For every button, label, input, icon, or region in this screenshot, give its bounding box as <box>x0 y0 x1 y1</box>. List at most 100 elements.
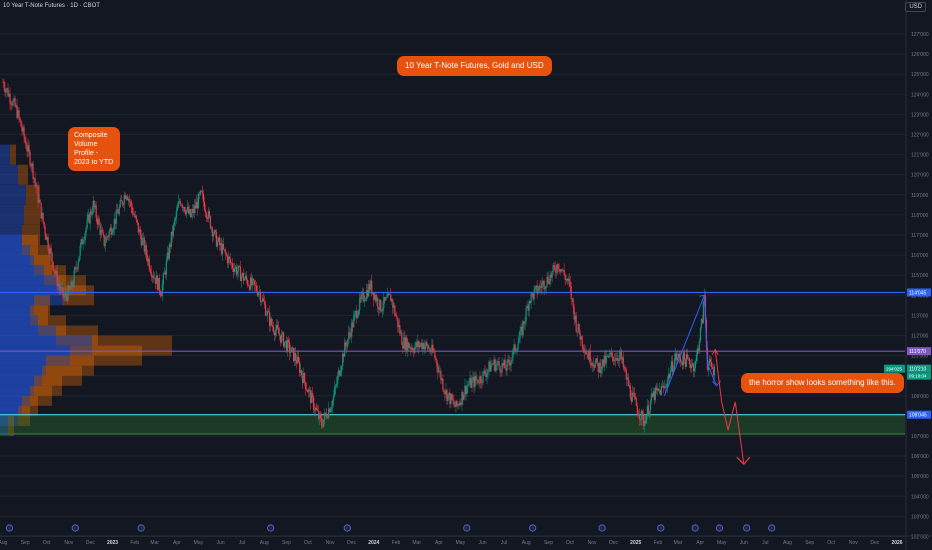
candle-body <box>648 411 650 416</box>
currency-button[interactable]: USD <box>905 2 926 12</box>
candle-body <box>214 230 217 232</box>
candle-body <box>673 359 675 369</box>
candle-body <box>389 294 391 296</box>
candle-body <box>287 339 290 343</box>
candle-body <box>476 379 478 381</box>
candle-body <box>690 365 693 369</box>
candle-body <box>171 231 173 236</box>
y-tick-label: 115'000 <box>911 273 928 279</box>
candle-body <box>599 362 601 373</box>
candle-body <box>653 391 655 400</box>
candle-body <box>163 272 165 274</box>
candle-body <box>552 265 554 272</box>
candle-body <box>449 392 451 405</box>
candle-body <box>148 258 150 269</box>
candle-body <box>529 301 531 303</box>
candle-body <box>595 357 597 363</box>
candle-body <box>4 87 6 93</box>
candle-body <box>511 357 513 361</box>
candle-body <box>541 283 543 289</box>
candle-body <box>56 271 58 286</box>
time-axis[interactable]: Aug Sep Oct Nov Dec 2023 Feb Mar Apr May Jun Jul Aug… <box>0 524 932 546</box>
candle-body <box>347 339 349 347</box>
candle-body <box>360 297 362 299</box>
candle-body <box>66 296 68 301</box>
profile-sell-bar <box>24 204 40 225</box>
candle-body <box>62 287 64 299</box>
candle-body <box>233 268 236 272</box>
candle-body <box>55 271 57 274</box>
title-annotation[interactable]: 10 Year T-Note Futures, Gold and USD <box>397 56 552 76</box>
candle-body <box>12 100 14 106</box>
candle-body <box>111 232 113 235</box>
candle-body <box>34 177 36 183</box>
candle-body <box>578 324 580 334</box>
x-tick-label: Oct <box>827 540 835 546</box>
candle-body <box>133 213 135 217</box>
candle-body <box>254 284 257 286</box>
candle-body <box>9 93 11 104</box>
candle-body <box>117 213 119 215</box>
candle-body <box>331 406 333 410</box>
candle-body <box>503 359 505 366</box>
x-tick-label: Dec <box>86 540 95 546</box>
event-marker-icon <box>691 524 699 532</box>
candle-body <box>416 342 418 347</box>
y-tick-label: 118'000 <box>911 213 928 219</box>
profile-sell-bar <box>26 184 40 205</box>
candle-body <box>67 285 69 301</box>
candle-body <box>456 400 458 406</box>
candle-body <box>428 348 430 350</box>
candle-body <box>230 262 233 264</box>
candle-body <box>32 163 34 179</box>
candle-body <box>186 206 188 210</box>
profile-sell-bar <box>34 375 62 396</box>
candle-body <box>455 400 457 407</box>
candle-body <box>407 342 409 352</box>
candle-body <box>64 293 66 299</box>
candle-body <box>37 186 39 203</box>
candle-body <box>248 285 251 290</box>
candle-body <box>632 392 634 394</box>
candle-body <box>534 286 536 290</box>
candle-body <box>156 275 158 290</box>
candle-body <box>510 360 512 366</box>
candle-body <box>206 217 209 220</box>
candle-body <box>367 289 369 297</box>
candle-body <box>86 218 88 228</box>
candle-body <box>92 200 94 213</box>
candle-body <box>146 255 148 262</box>
horror-annotation[interactable]: the horror show looks something like thi… <box>741 373 904 393</box>
candle-body <box>434 352 436 358</box>
candle-body <box>218 237 221 246</box>
candle-body <box>219 243 222 246</box>
x-tick-label: Mar <box>412 540 421 546</box>
candle-body <box>368 284 370 297</box>
candle-body <box>670 361 672 371</box>
volume-profile-annotation[interactable]: Composite Volume Profile - 2023 to YTD <box>68 127 120 171</box>
candle-body <box>675 353 677 361</box>
candle-body <box>551 271 553 278</box>
candle-body <box>300 370 302 373</box>
candle-body <box>257 292 260 296</box>
candle-body <box>671 361 673 373</box>
candle-body <box>7 88 9 97</box>
candle-body <box>242 272 245 281</box>
candle-body <box>265 315 268 316</box>
candle-body <box>106 236 108 238</box>
event-marker-icon <box>715 524 724 532</box>
candle-body <box>568 278 570 282</box>
candle-body <box>193 205 195 214</box>
candle-body <box>236 271 239 275</box>
candle-body <box>577 324 579 331</box>
candle-body <box>484 370 486 375</box>
candle-body <box>57 283 59 286</box>
profile-buy-bar <box>0 204 24 225</box>
y-tick-label: 124'000 <box>911 92 929 98</box>
candle-body <box>500 371 502 373</box>
candle-body <box>527 306 529 311</box>
candle-body <box>243 278 246 281</box>
candle-body <box>316 407 318 410</box>
